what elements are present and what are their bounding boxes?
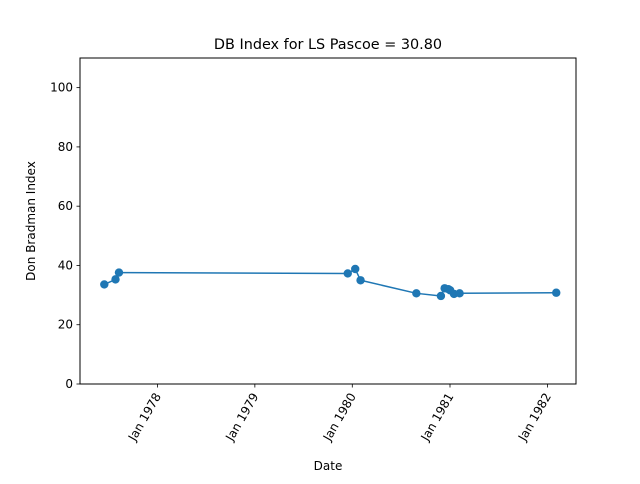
y-tick-label: 60: [58, 199, 73, 213]
data-point: [343, 269, 352, 278]
data-point: [111, 275, 120, 284]
plot-frame: [79, 57, 577, 385]
y-tick-label: 40: [58, 258, 73, 272]
data-point: [114, 268, 124, 277]
y-tick-label: 0: [65, 377, 73, 391]
series-layer: [100, 264, 561, 301]
data-point: [552, 288, 561, 297]
y-tick-label: 100: [50, 81, 73, 95]
data-point: [436, 291, 446, 301]
chart-title: DB Index for LS Pascoe = 30.80: [214, 37, 442, 53]
data-point: [356, 276, 365, 285]
y-axis: 0 20 40 60 80 100: [50, 81, 80, 391]
data-point: [455, 289, 464, 298]
y-tick-label: 80: [58, 140, 73, 154]
y-tick-label: 20: [58, 318, 73, 332]
x-axis-label: Date: [314, 459, 343, 473]
data-point: [351, 264, 360, 274]
y-axis-label: Don Bradman Index: [24, 161, 38, 281]
data-point: [100, 280, 109, 289]
data-point: [412, 289, 421, 298]
